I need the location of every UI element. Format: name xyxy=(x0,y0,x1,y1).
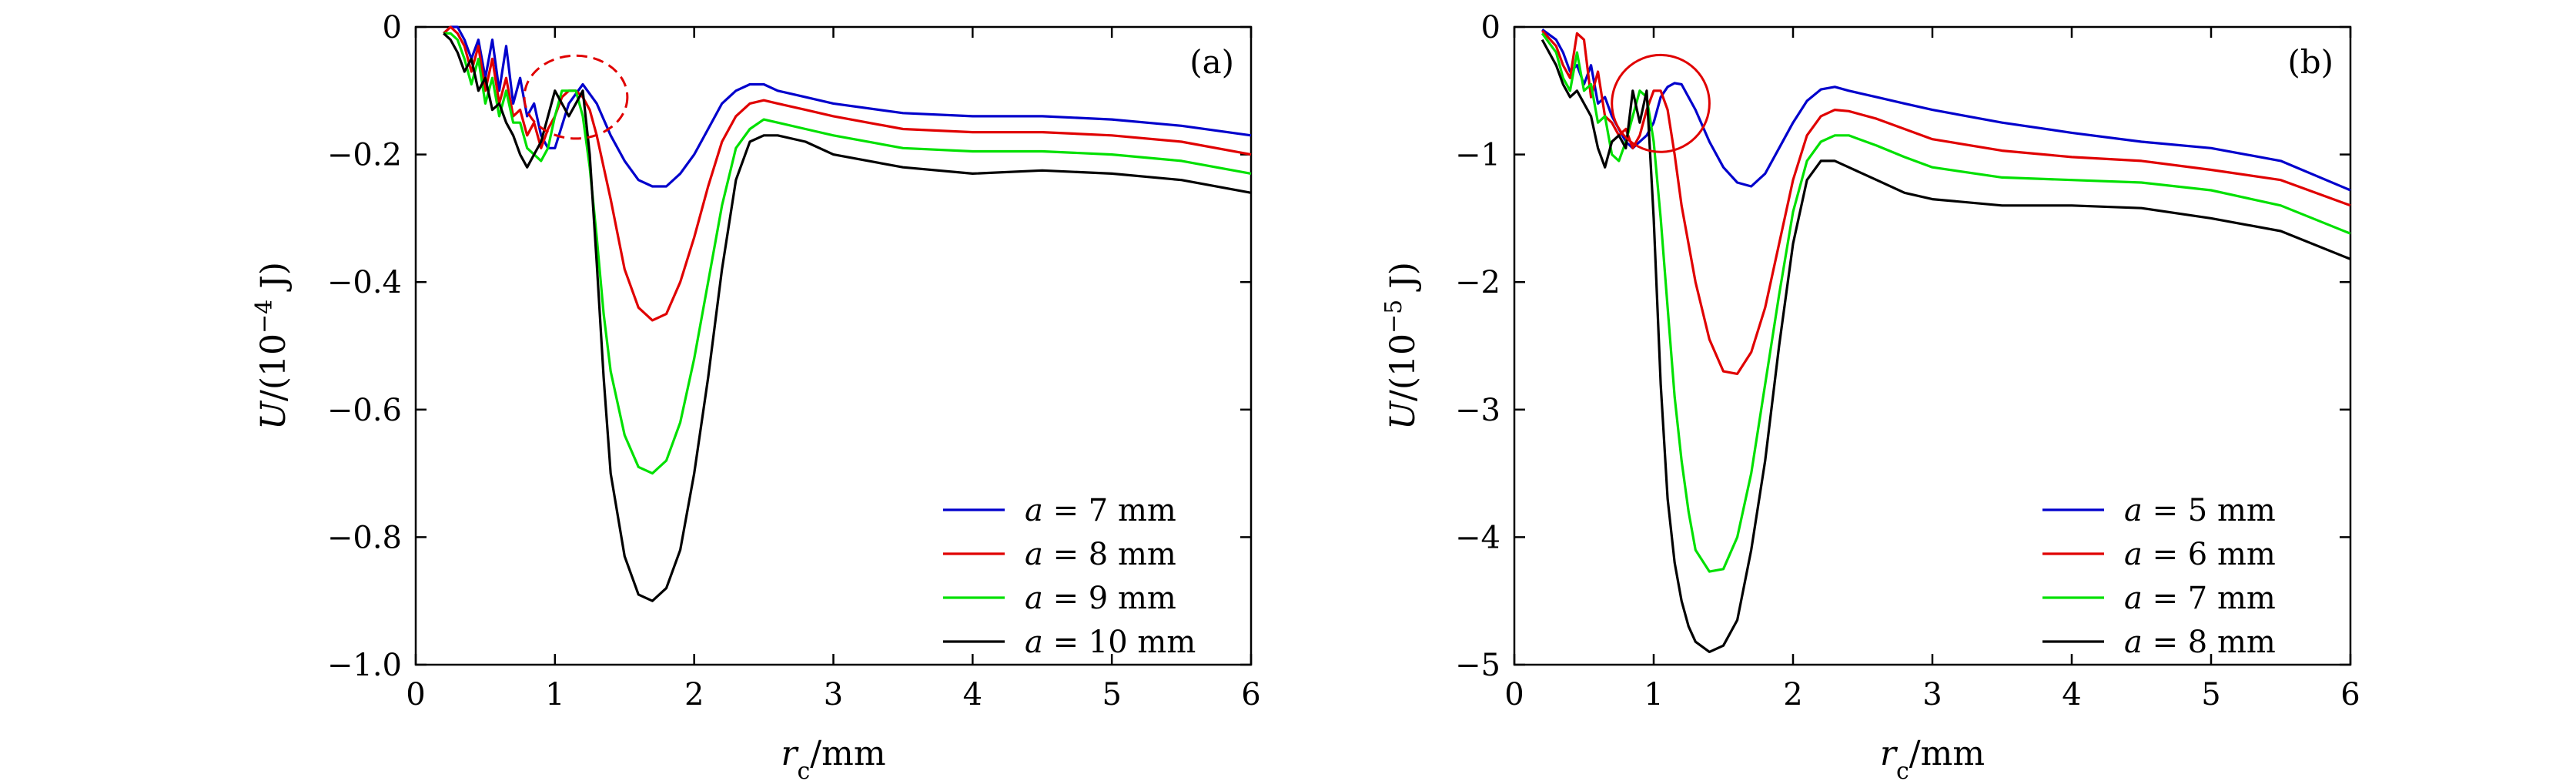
legend-label: a = 7 mm xyxy=(2124,581,2276,616)
legend-label: a = 8 mm xyxy=(1025,537,1176,572)
plot-layer: 0 1 2 3 4 5 6 0 −1 −2 −3 −4 −5 xyxy=(1455,10,2360,712)
x-tick-label: 6 xyxy=(2340,677,2360,712)
x-tick-label: 5 xyxy=(1102,677,1121,712)
x-tick-label: 1 xyxy=(1644,677,1663,712)
plot-layer: 0 1 2 3 4 5 6 0 −0.2 −0.4 −0.6 −0.8 −1.0 xyxy=(327,10,1261,712)
x-axis-label: rc/mm xyxy=(781,734,885,781)
x-tick-label: 4 xyxy=(963,677,982,712)
panel-label: (a) xyxy=(1189,43,1234,81)
series-line xyxy=(1541,39,2351,654)
x-tick-label: 2 xyxy=(1783,677,1802,712)
y-tick-label: −0.8 xyxy=(327,520,402,555)
x-tick-label: 3 xyxy=(1922,677,1942,712)
y-tick-label: −0.6 xyxy=(327,393,402,428)
x-tick-label: 5 xyxy=(2201,677,2220,712)
series-line xyxy=(443,32,1252,602)
legend-label: a = 9 mm xyxy=(1025,581,1176,616)
annotation-ellipse xyxy=(523,54,629,140)
y-tick-label: −1 xyxy=(1455,138,1500,173)
y-tick-label: 0 xyxy=(383,10,402,45)
x-tick-label: 3 xyxy=(824,677,843,712)
y-axis-label: U/(10−4 J) xyxy=(251,262,294,430)
x-tick-label: 2 xyxy=(684,677,704,712)
x-tick-label: 6 xyxy=(1241,677,1260,712)
x-tick-label: 4 xyxy=(2062,677,2081,712)
series-line xyxy=(1541,29,2351,375)
series-line xyxy=(443,25,1252,188)
y-tick-label: −5 xyxy=(1455,648,1500,683)
x-axis-label: rc/mm xyxy=(1880,734,1985,781)
annotation-ellipse xyxy=(1611,53,1711,153)
y-tick-label: −2 xyxy=(1455,265,1500,300)
series-line xyxy=(1541,32,2351,573)
panel-a: 0 1 2 3 4 5 6 0 −0.2 −0.4 −0.6 −0.8 −1.0 (a) rc/mm U… xyxy=(251,10,1261,781)
y-tick-label: −4 xyxy=(1455,520,1500,555)
legend-label: a = 7 mm xyxy=(1025,493,1176,528)
x-tick-label: 0 xyxy=(406,677,425,712)
x-tick-label: 0 xyxy=(1504,677,1524,712)
y-tick-label: −3 xyxy=(1455,393,1500,428)
x-tick-label: 1 xyxy=(545,677,564,712)
legend: a = 5 mm a = 6 mm a = 7 mm a = 8 mm xyxy=(2042,493,2276,660)
y-tick-label: −0.4 xyxy=(327,265,402,300)
panel-label: (b) xyxy=(2287,43,2333,81)
series-line xyxy=(443,32,1252,475)
y-tick-label: −0.2 xyxy=(327,138,402,173)
series-line xyxy=(1541,28,2351,192)
y-tick-label: 0 xyxy=(1481,10,1500,45)
legend-label: a = 10 mm xyxy=(1025,625,1196,660)
panel-b: 0 1 2 3 4 5 60−1−2−3−4−5 (b) rc/mm U/(10−5 J) … xyxy=(1380,10,2360,781)
y-tick-label: −1.0 xyxy=(327,648,402,683)
legend-label: a = 6 mm xyxy=(2124,537,2276,572)
y-axis-label: U/(10−5 J) xyxy=(1380,262,1423,430)
legend: a = 7 mm a = 8 mm a = 9 mm a = 10 mm xyxy=(943,493,1196,660)
legend-label: a = 8 mm xyxy=(2124,625,2276,660)
legend-label: a = 5 mm xyxy=(2124,493,2276,528)
series-line xyxy=(443,25,1252,322)
